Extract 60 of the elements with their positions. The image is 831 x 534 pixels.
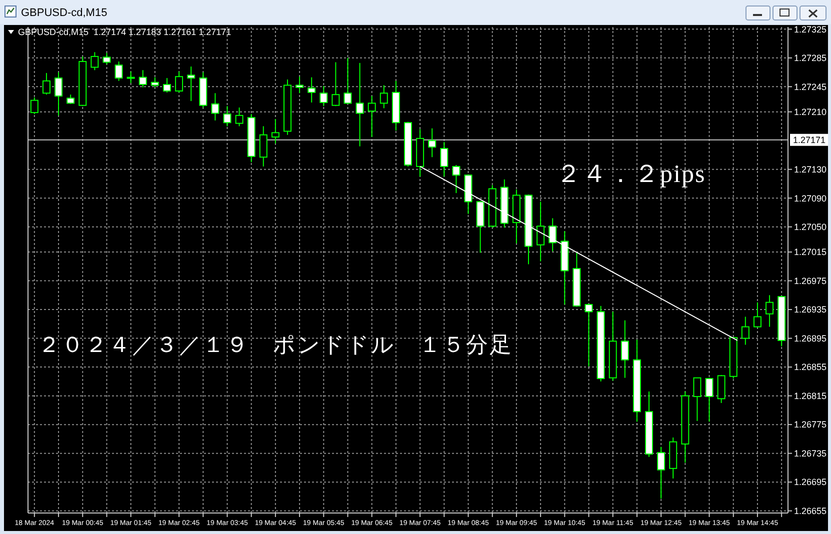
- candlestick: [332, 62, 340, 107]
- candlestick: [271, 118, 280, 144]
- y-tick-label: 1.27130: [794, 164, 827, 174]
- candlestick: [536, 201, 545, 262]
- y-tick-label: 1.27015: [794, 247, 827, 258]
- y-tick-label: 1.27325: [794, 24, 827, 34]
- y-tick-label: 1.26855: [794, 362, 827, 372]
- y-tick-label: 1.26735: [794, 448, 827, 458]
- y-tick-label: 1.27050: [794, 222, 827, 232]
- candlestick: [657, 446, 666, 500]
- y-tick-label: 1.26775: [794, 420, 827, 430]
- candlestick: [54, 72, 63, 116]
- candlestick: [766, 294, 774, 328]
- candlestick: [320, 85, 328, 107]
- y-tick-label: 1.26815: [794, 390, 827, 401]
- candlestick: [175, 71, 184, 93]
- candlestick: [717, 374, 726, 404]
- annotation: ２４．２pips: [556, 161, 706, 188]
- candlestick: [705, 377, 714, 422]
- candlestick: [138, 70, 147, 88]
- candlestick: [356, 62, 364, 147]
- candlestick: [741, 316, 750, 346]
- candlestick: [30, 96, 38, 114]
- candlestick: [90, 52, 99, 71]
- candlestick: [150, 76, 159, 88]
- annotation: ２０２４／３／１９ ポンドドル １５分足: [38, 332, 513, 357]
- candlestick: [620, 320, 629, 378]
- candlestick: [584, 303, 593, 367]
- y-tick-label: 1.27285: [794, 53, 827, 64]
- y-tick-label: 1.26895: [794, 333, 827, 344]
- candlestick: [380, 84, 388, 109]
- candlestick: [548, 218, 557, 252]
- candlestick: [66, 94, 75, 104]
- candlestick: [223, 106, 232, 127]
- candlestick: [440, 142, 448, 178]
- y-tick-label: 1.26935: [794, 304, 827, 315]
- y-tick-label: 1.27210: [794, 106, 827, 117]
- candlestick: [308, 76, 316, 103]
- chart-title: GBPUSD-cd,M15: [21, 7, 108, 19]
- candlestick: [428, 128, 436, 158]
- candlestick: [368, 96, 376, 138]
- y-tick-label: 1.26975: [794, 276, 827, 286]
- candlestick: [753, 302, 762, 328]
- candlestick: [296, 76, 304, 94]
- candlestick: [42, 72, 50, 96]
- candlestick: [102, 52, 111, 65]
- candlestick: [344, 57, 352, 104]
- candlestick: [126, 71, 135, 84]
- y-tick-label: 1.27090: [794, 193, 827, 204]
- candlestick: [693, 377, 702, 422]
- candlestick: [187, 66, 196, 102]
- candlestick: [211, 92, 220, 121]
- candlestick: [259, 126, 268, 167]
- y-tick-label: 1.26655: [794, 506, 827, 516]
- y-tick-label: 1.26695: [794, 477, 827, 488]
- y-tick-label: 1.27245: [794, 82, 827, 92]
- candlestick: [114, 61, 123, 82]
- candlestick: [235, 107, 244, 127]
- ref-line-label: 1.27171: [793, 135, 826, 146]
- candlestick: [162, 78, 171, 93]
